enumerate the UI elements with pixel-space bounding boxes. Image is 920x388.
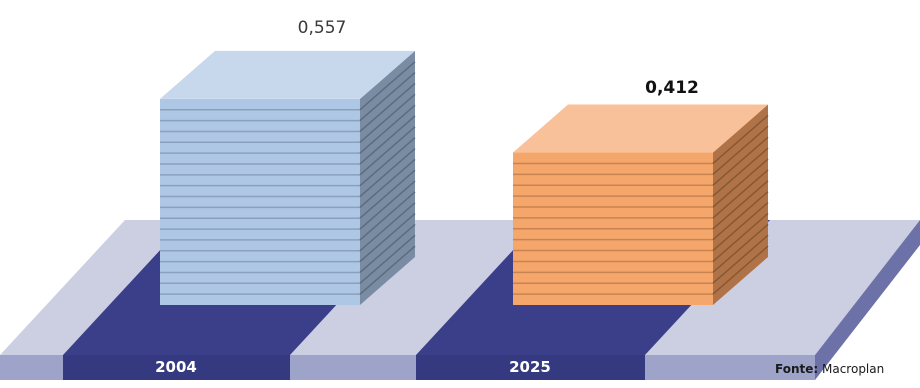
bar-slab-line-side <box>359 158 416 208</box>
bar-side-face <box>360 50 415 305</box>
bar-slab-line-side <box>712 169 769 219</box>
bar-slab-line-side <box>359 115 416 165</box>
value-label-2025: 0,412 <box>645 78 699 98</box>
source-note: Fonte: Macroplan <box>775 362 884 376</box>
bar-slab-line-side <box>359 191 416 241</box>
bar-top-face <box>160 50 415 99</box>
bar-slab-line-side <box>359 245 416 295</box>
bar-slab-line-side <box>712 125 769 175</box>
bar-slab-line-side <box>359 234 416 284</box>
bar-slab-line-side <box>359 202 416 252</box>
chart-platform <box>0 220 920 380</box>
bar-slab-line-side <box>712 180 769 230</box>
bar-slab-line-side <box>359 104 416 154</box>
bar-slab-line-side <box>712 191 769 241</box>
source-label: Fonte: <box>775 362 818 376</box>
bar-slab-line-side <box>712 158 769 208</box>
bar-slab-line-side <box>359 147 416 198</box>
bar-slab-line-side <box>712 136 769 186</box>
bar-slab-line-side <box>359 72 416 122</box>
bar-slab-line-side <box>712 212 769 263</box>
bar-slab-line-side <box>359 213 416 263</box>
bar-2025 <box>513 104 769 305</box>
bar-slab-line-side <box>359 61 416 111</box>
bar-slab-line-side <box>712 201 769 252</box>
bar-slab-line-side <box>359 223 416 274</box>
category-label-2004: 2004 <box>155 358 197 376</box>
source-name: Macroplan <box>822 362 884 376</box>
bar-slab-line-side <box>712 147 769 197</box>
bar-slab-line-side <box>359 180 416 230</box>
bar-slab-line-side <box>359 82 416 133</box>
bar-slab-line-side <box>359 126 416 176</box>
bar-slab-line-side <box>712 114 769 165</box>
bar-2004 <box>160 50 416 305</box>
category-label-2025: 2025 <box>509 358 551 376</box>
bar-top-face <box>513 104 768 153</box>
value-label-2004: 0,557 <box>298 18 347 38</box>
bar-front-face <box>160 98 360 305</box>
bar-slab-line-side <box>712 245 769 295</box>
bar-slab-line-side <box>712 234 769 284</box>
bar-slab-line-side <box>359 93 416 143</box>
bar-slab-line-side <box>712 223 769 273</box>
bar-slab-line-side <box>359 137 416 187</box>
bar-slab-line-side <box>359 169 416 219</box>
